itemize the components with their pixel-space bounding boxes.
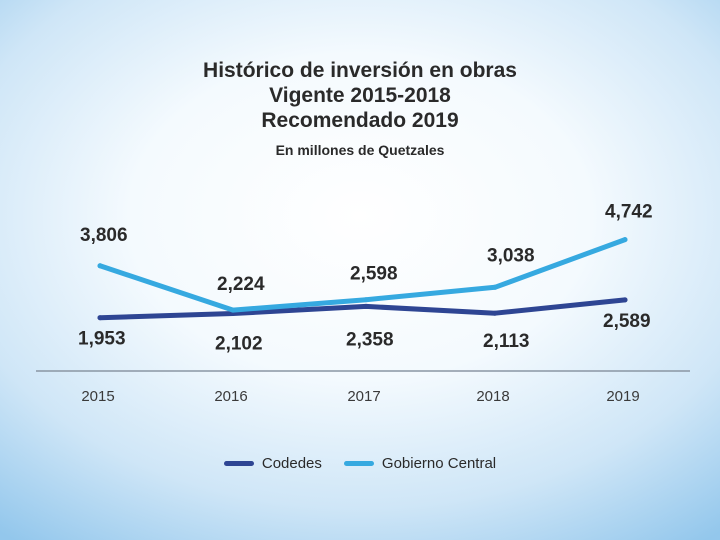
series-line-codedes	[97, 297, 628, 321]
legend-item-codedes: Codedes	[223, 455, 322, 472]
x-tick-label-2017: 2017	[347, 388, 380, 405]
chart-title-line-2: Vigente 2015-2018	[269, 84, 451, 107]
legend-item-gobierno-central: Gobierno Central	[343, 455, 497, 472]
chart-title-block: Histórico de inversión en obras Vigente …	[0, 58, 720, 158]
data-label-gobierno-central-2018: 3,038	[487, 245, 535, 266]
chart-subtitle: En millones de Quetzales	[275, 142, 445, 158]
legend: Codedes Gobierno Central	[0, 455, 720, 472]
data-label-gobierno-central-2019: 4,742	[605, 202, 653, 223]
data-point-gobierno-central-2019	[622, 237, 628, 243]
data-label-codedes-2018: 2,113	[483, 331, 530, 352]
data-point-codedes-2018	[492, 310, 498, 316]
data-point-gobierno-central-2016	[230, 307, 236, 313]
legend-label-gobierno-central: Gobierno Central	[381, 455, 497, 472]
data-label-gobierno-central-2015: 3,806	[80, 225, 128, 246]
legend-swatch-gobierno-central	[343, 461, 374, 466]
data-point-codedes-2019	[622, 297, 628, 303]
chart-title-line-1: Histórico de inversión en obras	[203, 59, 517, 82]
x-tick-label-2019: 2019	[606, 388, 639, 405]
data-point-gobierno-central-2015	[97, 263, 103, 269]
legend-label-codedes: Codedes	[261, 455, 322, 472]
data-point-gobierno-central-2018	[492, 284, 498, 290]
legend-swatch-codedes	[223, 461, 254, 466]
x-tick-label-2016: 2016	[214, 388, 247, 405]
data-point-gobierno-central-2017	[363, 297, 369, 303]
data-point-codedes-2017	[363, 303, 369, 309]
data-label-codedes-2015: 1,953	[78, 329, 126, 350]
data-label-codedes-2017: 2,358	[346, 329, 394, 350]
x-tick-label-2018: 2018	[476, 388, 509, 405]
data-point-codedes-2015	[97, 315, 103, 321]
data-label-codedes-2019: 2,589	[603, 311, 651, 332]
data-label-gobierno-central-2017: 2,598	[350, 264, 398, 285]
data-label-codedes-2016: 2,102	[215, 334, 263, 355]
chart-title-line-3: Recomendado 2019	[261, 109, 459, 132]
data-label-gobierno-central-2016: 2,224	[217, 274, 265, 295]
x-tick-label-2015: 2015	[81, 388, 114, 405]
